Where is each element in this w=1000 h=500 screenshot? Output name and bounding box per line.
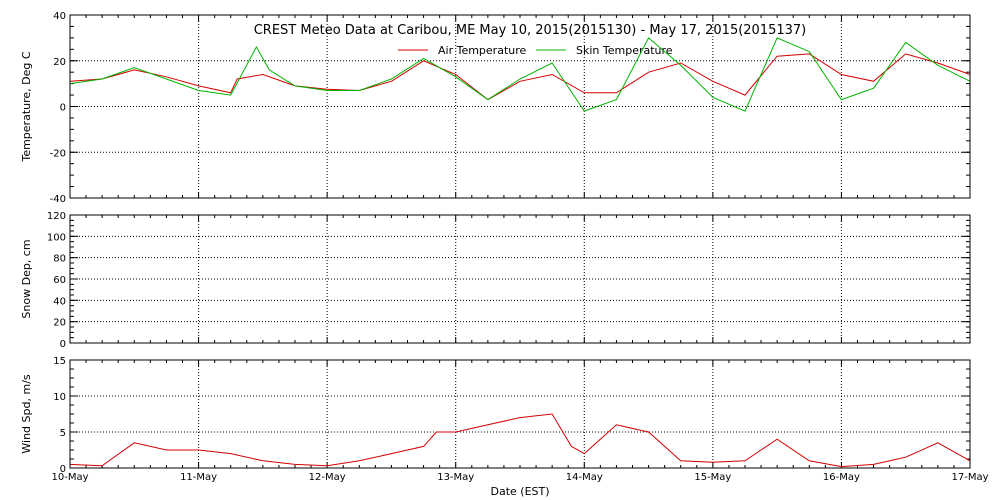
y-tick-label: 10 — [53, 392, 66, 403]
y-tick-label: -40 — [50, 194, 66, 205]
plot-frame — [69, 214, 971, 344]
y-tick-label: 5 — [60, 428, 66, 439]
y-tick-label: 40 — [53, 296, 66, 307]
series-line-1 — [69, 53, 971, 101]
y-tick-label: 15 — [53, 356, 66, 367]
y-tick-label: 120 — [47, 211, 66, 222]
y-tick-label: 40 — [53, 11, 66, 22]
y-tick-label: 0 — [60, 464, 66, 475]
y-tick-label: 100 — [47, 232, 66, 243]
chart-title: CREST Meteo Data at Caribou, ME May 10, … — [254, 23, 807, 38]
y-tick-label: 20 — [53, 318, 66, 329]
x-tick-label: 11-May — [180, 472, 217, 483]
x-tick-label: 13-May — [437, 472, 474, 483]
y-tick-label: -20 — [50, 148, 66, 159]
x-tick-label: 16-May — [823, 472, 860, 483]
series-line-1 — [69, 413, 971, 468]
x-tick-label: 12-May — [309, 472, 346, 483]
plot-frame — [69, 14, 971, 199]
legend: Air Temperature Skin Temperature — [398, 44, 673, 57]
panel-3: 0 5 10 15 Wind Spd, m/s 10-May 11-May 12-May 13-… — [20, 356, 989, 498]
y-tick-label: 80 — [53, 254, 66, 265]
x-tick-label: 17-May — [951, 472, 988, 483]
x-axis-label: Date (EST) — [490, 485, 549, 498]
x-tick-label: 10-May — [51, 472, 88, 483]
x-tick-label: 15-May — [694, 472, 731, 483]
panel-2: 0 20 40 60 80 100 120 Snow Dep, cm — [20, 211, 971, 350]
y-axis-label: Temperature, Deg C — [20, 51, 33, 162]
y-axis-label: Wind Spd, m/s — [20, 374, 33, 454]
x-tick-label: 14-May — [566, 472, 603, 483]
legend-label: Air Temperature — [438, 44, 527, 57]
y-tick-label: 60 — [53, 275, 66, 286]
legend-label: Skin Temperature — [576, 44, 673, 57]
chart-panels: -40 -20 0 20 40 Temperature, Deg C 0 20 40 60 80 10… — [20, 11, 989, 498]
y-tick-label: 20 — [53, 57, 66, 68]
panel-1: -40 -20 0 20 40 Temperature, Deg C — [20, 11, 971, 205]
y-tick-label: 0 — [60, 103, 66, 114]
y-tick-label: 0 — [60, 339, 66, 350]
y-axis-label: Snow Dep, cm — [20, 239, 33, 318]
plot-frame — [69, 359, 971, 469]
series-line-2 — [69, 37, 971, 112]
